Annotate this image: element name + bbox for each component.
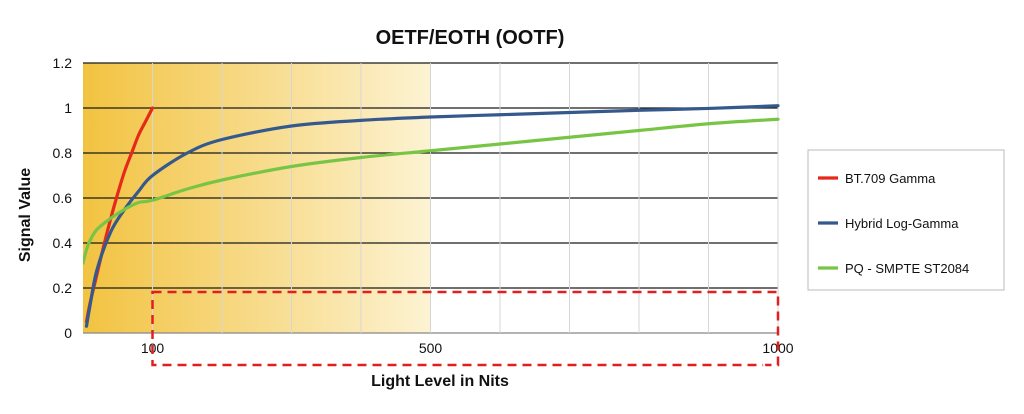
y-tick-label: 0 xyxy=(64,325,72,341)
x-axis-label: Light Level in Nits xyxy=(371,373,509,390)
y-tick-label: 0.8 xyxy=(53,145,73,161)
x-tick-label: 500 xyxy=(419,340,443,356)
y-tick-label: 1.2 xyxy=(53,55,73,71)
x-axis-ticks: 100 500 1000 xyxy=(141,340,794,356)
series-layer xyxy=(83,104,780,328)
series-line-3 xyxy=(83,117,780,265)
y-axis-label: Signal Value xyxy=(17,168,34,262)
y-tick-label: 0.4 xyxy=(53,235,73,251)
watermark-main: 关键帧Keyframe xyxy=(801,354,947,377)
legend: BT.709 Gamma Hybrid Log-Gamma PQ - SMPTE S… xyxy=(807,149,1005,291)
watermark-sub: @稀土掘金技术社区 xyxy=(873,386,990,401)
legend-label-3: PQ - SMPTE ST2084 xyxy=(845,261,969,276)
y-tick-label: 1 xyxy=(64,100,72,116)
y-tick-label: 0.2 xyxy=(53,280,73,296)
legend-label-1: BT.709 Gamma xyxy=(845,171,936,186)
wechat-icon xyxy=(763,354,797,381)
legend-label-2: Hybrid Log-Gamma xyxy=(845,216,959,231)
highlight-box xyxy=(151,290,780,367)
chart-title: OETF/EOTH (OOTF) xyxy=(376,27,565,49)
y-axis-ticks: 0 0.2 0.4 0.6 0.8 1 1.2 xyxy=(53,55,73,341)
series-line-2 xyxy=(84,104,780,328)
y-tick-label: 0.6 xyxy=(53,190,73,206)
watermark: 关键帧Keyframe @稀土掘金技术社区 xyxy=(763,354,990,401)
legend-frame xyxy=(807,149,1005,291)
